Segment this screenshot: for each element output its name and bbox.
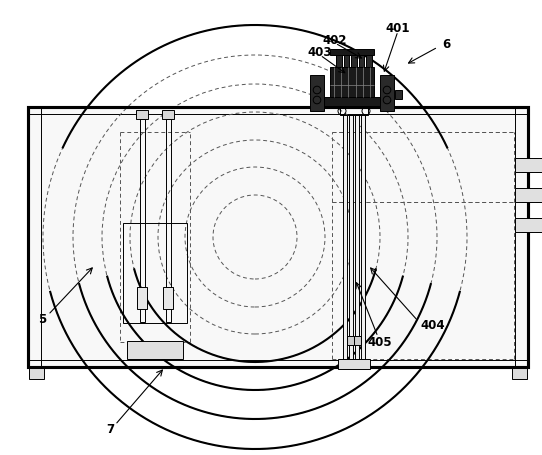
Bar [366, 56, 371, 68]
Text: 405: 405 [367, 335, 392, 348]
Bar [127, 341, 183, 359]
Bar [515, 159, 542, 172]
Bar [139, 120, 145, 322]
Bar [165, 120, 171, 322]
Text: 7: 7 [106, 423, 114, 435]
Text: 6: 6 [442, 37, 450, 51]
Bar [340, 94, 368, 116]
Bar [136, 111, 148, 120]
Bar [344, 56, 349, 68]
Bar [361, 116, 365, 359]
Bar [512, 367, 527, 379]
Bar [137, 288, 147, 309]
Bar [515, 108, 528, 367]
Bar [338, 359, 370, 369]
Bar [515, 188, 542, 202]
Bar [123, 223, 187, 324]
Text: 403: 403 [308, 46, 332, 58]
Bar [354, 336, 361, 345]
Bar [349, 116, 353, 359]
Bar [28, 108, 528, 367]
Text: 402: 402 [322, 33, 347, 46]
Bar [515, 218, 542, 233]
Bar [324, 98, 380, 107]
Bar [343, 116, 347, 359]
Bar [515, 218, 542, 233]
Bar [163, 288, 173, 309]
Bar [355, 116, 359, 359]
Bar [28, 108, 528, 367]
Bar [351, 56, 357, 68]
Bar [345, 80, 363, 94]
Bar [347, 336, 354, 345]
Text: 404: 404 [420, 319, 444, 332]
Bar [358, 56, 364, 68]
Text: 5: 5 [38, 313, 46, 326]
Bar [310, 76, 324, 112]
Text: 401: 401 [386, 21, 410, 35]
Bar [336, 56, 341, 68]
Bar [395, 91, 402, 100]
Bar [515, 188, 542, 202]
Bar [162, 111, 174, 120]
Bar [330, 50, 374, 56]
Bar [28, 108, 41, 367]
Bar [29, 367, 44, 379]
Bar [380, 76, 394, 112]
Bar [330, 68, 374, 98]
Bar [515, 159, 542, 172]
